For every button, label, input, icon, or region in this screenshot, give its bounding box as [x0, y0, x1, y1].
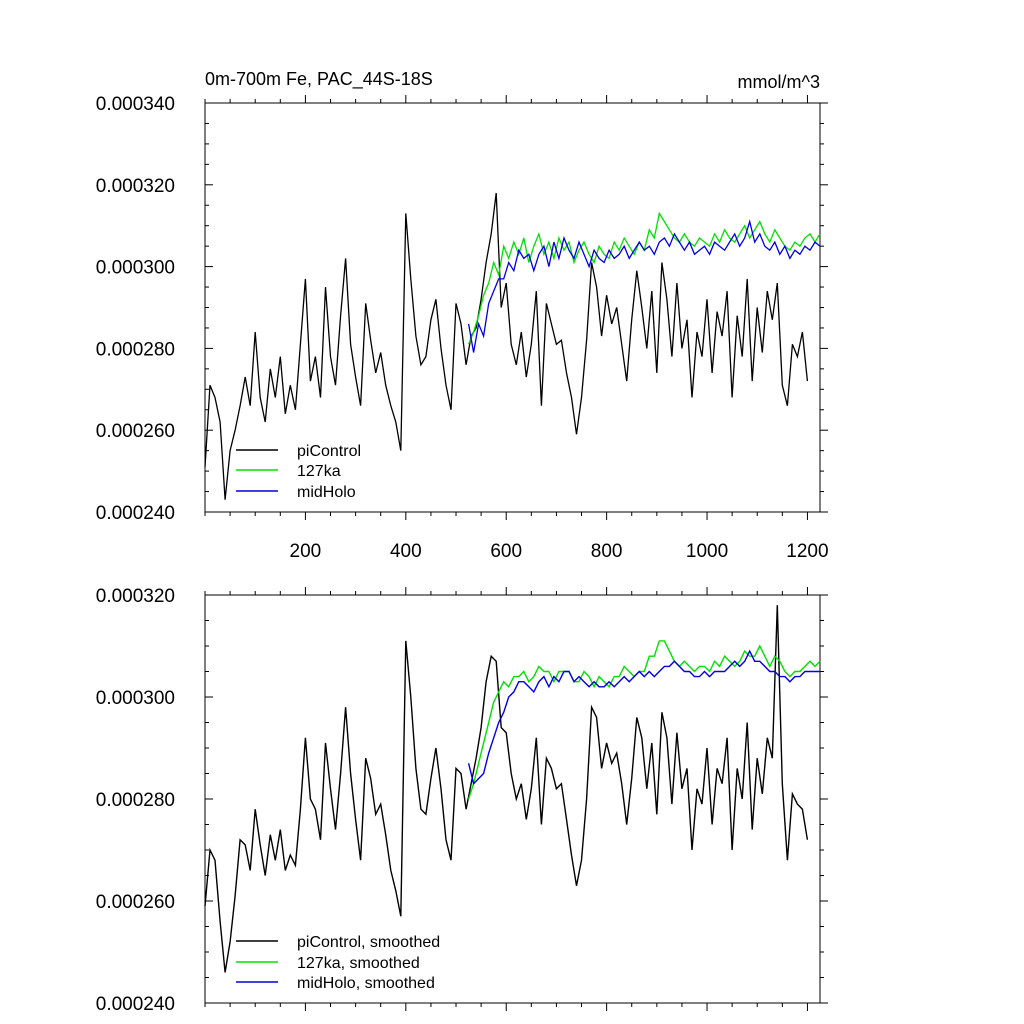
units-label: mmol/m^3	[738, 72, 820, 92]
series-line-midholo-smoothed	[467, 649, 820, 786]
y-tick-label: 0.000320	[96, 586, 175, 607]
y-tick-label: 0.000240	[96, 994, 175, 1015]
series-line-picontrol	[204, 192, 809, 500]
legend-item: 127ka, smoothed	[236, 955, 420, 972]
x-tick-label: 1000	[686, 541, 728, 562]
legend-label-midholo-smoothed: midHolo, smoothed	[297, 975, 435, 992]
x-tick-label: 400	[390, 541, 422, 562]
legend-label-midholo: midHolo	[297, 484, 356, 501]
legend-item: piControl, smoothed	[236, 934, 440, 951]
x-tick-label: 800	[591, 541, 623, 562]
series-line-midholo	[467, 219, 821, 353]
legend-item: 127ka	[236, 463, 341, 480]
legend: piControl, smoothed 127ka, smoothed midH…	[236, 934, 440, 992]
y-tick-labels: 0.000240 0.000260 0.000280 0.000300 0.000320…	[96, 94, 175, 524]
legend-label-picontrol-smoothed: piControl, smoothed	[297, 934, 440, 951]
x-ticks	[204, 95, 808, 520]
bottom-panel: 0.000240 0.000260 0.000280 0.000300 0.000320…	[96, 586, 828, 1015]
plot-area	[204, 605, 821, 973]
legend: piControl 127ka midHolo	[236, 443, 361, 501]
top-panel: 0m-700m Fe, PAC_44S-18S mmol/m^3 0.00024…	[96, 69, 829, 562]
plot-area	[204, 192, 821, 500]
legend-item: piControl	[236, 443, 361, 460]
y-tick-label: 0.000280	[96, 790, 175, 811]
y-tick-label: 0.000300	[96, 688, 175, 709]
y-tick-label: 0.000280	[96, 339, 175, 360]
chart-title: 0m-700m Fe, PAC_44S-18S	[205, 69, 433, 90]
x-ticks	[204, 587, 808, 1011]
x-tick-label: 1200	[786, 541, 828, 562]
y-tick-label: 0.000340	[96, 94, 175, 115]
legend-item: midHolo, smoothed	[236, 975, 435, 992]
x-tick-labels: 200 400 600 800 1000 1200	[290, 541, 829, 562]
y-tick-label: 0.000260	[96, 892, 175, 913]
legend-label-picontrol: piControl	[297, 443, 361, 460]
legend-label-127ka-smoothed: 127ka, smoothed	[297, 955, 420, 972]
legend-label-127ka: 127ka	[297, 463, 341, 480]
y-tick-label: 0.000260	[96, 421, 175, 442]
x-tick-label: 200	[290, 541, 322, 562]
x-tick-label: 600	[490, 541, 522, 562]
y-tick-label: 0.000320	[96, 176, 175, 197]
series-line-picontrol-smoothed	[204, 605, 809, 973]
y-tick-labels: 0.000240 0.000260 0.000280 0.000300 0.000320	[96, 586, 175, 1015]
y-tick-label: 0.000240	[96, 503, 175, 524]
y-tick-label: 0.000300	[96, 258, 175, 279]
legend-item: midHolo	[236, 484, 356, 501]
series-line-127ka-smoothed	[467, 640, 821, 800]
y-ticks	[205, 102, 828, 513]
